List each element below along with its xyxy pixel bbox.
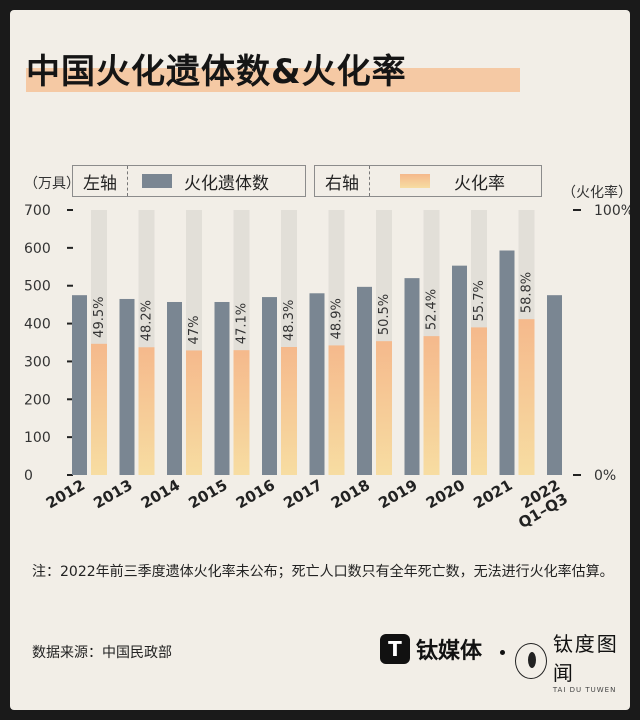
left-axis-tick-label: 100 bbox=[24, 430, 51, 446]
x-axis-category-line: 2017 bbox=[280, 476, 325, 512]
count-bar bbox=[214, 301, 230, 475]
rate-data-label: 48.3% bbox=[282, 300, 297, 341]
rate-bar bbox=[518, 319, 535, 475]
left-axis-tick-label: 400 bbox=[24, 317, 51, 333]
right-axis-unit: （火化率） bbox=[562, 185, 630, 201]
legend-count-label: 火化遗体数 bbox=[184, 173, 269, 194]
legend-left-axis-label: 左轴 bbox=[73, 166, 128, 196]
rate-bar bbox=[233, 350, 250, 475]
legend-rate-swatch bbox=[400, 174, 430, 188]
taidutuwen-logo-icon bbox=[515, 643, 547, 679]
count-bar bbox=[72, 295, 87, 475]
title-highlight bbox=[26, 68, 520, 92]
rate-bar bbox=[376, 341, 392, 475]
rate-data-label: 47.1% bbox=[235, 303, 250, 344]
legend-right: 右轴 火化率 bbox=[314, 165, 542, 197]
x-axis-category-label: 2014 bbox=[138, 476, 183, 512]
left-axis-tick-label: 700 bbox=[24, 203, 51, 219]
x-axis-category-line: 2018 bbox=[328, 476, 373, 512]
x-axis-category-line: 2012 bbox=[43, 476, 88, 512]
rate-bar bbox=[423, 336, 440, 475]
x-axis-category-label: 2021 bbox=[470, 476, 515, 512]
x-axis-category-line: 2013 bbox=[90, 476, 135, 512]
left-axis-tick-label: 200 bbox=[24, 392, 51, 408]
rate-data-label: 50.5% bbox=[377, 294, 392, 335]
rate-data-label: 48.2% bbox=[140, 300, 155, 341]
right-axis-tick-label: 100% bbox=[594, 203, 630, 219]
x-axis-category-label: 2018 bbox=[328, 476, 373, 512]
count-bar bbox=[357, 286, 372, 475]
legend-left: 左轴 火化遗体数 bbox=[72, 165, 306, 197]
chart-title: 中国火化遗体数&火化率 bbox=[26, 52, 407, 92]
legend-rate-label: 火化率 bbox=[454, 173, 505, 194]
left-axis-tick-label: 500 bbox=[24, 279, 51, 295]
rate-data-label: 52.4% bbox=[425, 289, 440, 330]
left-axis-tick-label: 300 bbox=[24, 354, 51, 370]
brand-separator-dot bbox=[500, 650, 505, 655]
left-axis-tick-label: 0 bbox=[24, 468, 33, 484]
left-axis-tick-label: 600 bbox=[24, 241, 51, 257]
brand-taidutuwen: 钛度图闻 TAI DU TUWEN bbox=[515, 628, 630, 694]
x-axis-category-label: 2015 bbox=[185, 476, 230, 512]
taidutuwen-subtitle: TAI DU TUWEN bbox=[552, 686, 617, 694]
taidutuwen-name: 钛度图闻 bbox=[552, 632, 619, 685]
x-axis-category-line: 2015 bbox=[185, 476, 230, 512]
title-area: 中国火化遗体数&火化率 bbox=[26, 46, 520, 98]
x-axis-category-line: 2016 bbox=[233, 476, 278, 512]
legend-count-swatch bbox=[142, 174, 172, 188]
count-bar bbox=[262, 297, 277, 475]
data-source: 数据来源：中国民政部 bbox=[32, 645, 172, 661]
rate-bar bbox=[471, 327, 487, 475]
count-bar bbox=[404, 278, 420, 475]
rate-data-label: 47% bbox=[187, 316, 202, 345]
brand-taimeiti: T 钛媒体 bbox=[380, 633, 482, 665]
count-bar bbox=[452, 265, 467, 475]
rate-data-label: 58.8% bbox=[520, 272, 535, 313]
infographic-card: 中国火化遗体数&火化率 （万具） （火化率） 左轴 火化遗体数 右轴 火化率 0… bbox=[10, 10, 630, 710]
rate-bar bbox=[186, 350, 202, 475]
x-axis-category-label: 2012 bbox=[43, 476, 88, 512]
rate-bar bbox=[91, 343, 107, 475]
count-bar bbox=[119, 298, 135, 475]
x-axis-category-line: 2014 bbox=[138, 476, 183, 512]
x-axis-category-label: 2022Q1–Q3 bbox=[507, 476, 571, 532]
x-axis-category-label: 2019 bbox=[375, 476, 420, 512]
footnote: 注：2022年前三季度遗体火化率未公布；死亡人口数只有全年死亡数，无法进行火化率… bbox=[32, 564, 614, 580]
taimeiti-logo-icon: T bbox=[380, 634, 410, 664]
left-axis-unit: （万具） bbox=[24, 176, 80, 192]
x-axis-category-label: 2020 bbox=[423, 476, 468, 512]
x-axis-category-label: 2017 bbox=[280, 476, 325, 512]
x-axis-category-label: 2016 bbox=[233, 476, 278, 512]
legend-right-axis-label: 右轴 bbox=[315, 166, 370, 196]
count-bar bbox=[309, 293, 325, 475]
rate-data-label: 49.5% bbox=[92, 297, 107, 338]
x-axis-category-line: 2021 bbox=[470, 476, 515, 512]
x-axis-category-line: 2019 bbox=[375, 476, 420, 512]
rate-bar bbox=[281, 347, 297, 475]
rate-bar bbox=[138, 347, 155, 475]
taimeiti-name: 钛媒体 bbox=[416, 639, 483, 664]
right-axis-tick-label: 0% bbox=[594, 468, 616, 484]
count-bar bbox=[499, 250, 515, 475]
chart-svg: 0 100 200 300 400 500 600 700 0% 100% 49.5% 2012 48… bbox=[24, 203, 630, 532]
x-axis-category-line: 2020 bbox=[423, 476, 468, 512]
rate-data-label: 55.7% bbox=[472, 280, 487, 321]
count-bar bbox=[167, 301, 182, 475]
rate-data-label: 48.9% bbox=[330, 298, 345, 339]
count-bar bbox=[547, 295, 562, 475]
x-axis-category-label: 2013 bbox=[90, 476, 135, 512]
rate-bar bbox=[328, 345, 345, 475]
